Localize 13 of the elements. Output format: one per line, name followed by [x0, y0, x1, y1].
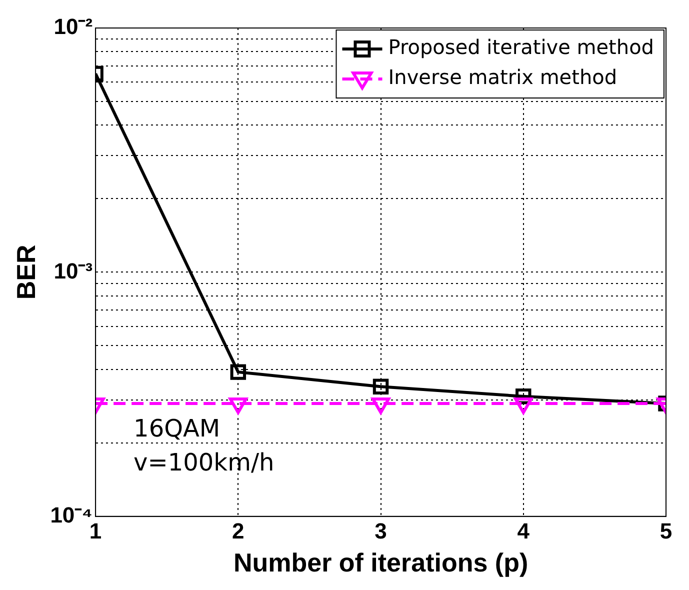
- x-tick-label: 3: [374, 518, 387, 544]
- legend-label: Inverse matrix method: [388, 65, 618, 90]
- legend-label: Proposed iterative method: [388, 35, 654, 60]
- annotation: 16QAM: [134, 414, 220, 442]
- y-tick-label: 10⁻²: [54, 14, 93, 40]
- x-tick-label: 4: [517, 518, 530, 544]
- y-axis-title: BER: [10, 244, 41, 300]
- x-tick-label: 1: [89, 518, 102, 544]
- x-tick-label: 5: [660, 518, 672, 544]
- y-tick-label: 10⁻³: [54, 258, 93, 284]
- x-tick-label: 2: [232, 518, 244, 544]
- x-axis-title: Number of iterations (p): [233, 548, 528, 578]
- annotation: v=100km/h: [134, 448, 274, 476]
